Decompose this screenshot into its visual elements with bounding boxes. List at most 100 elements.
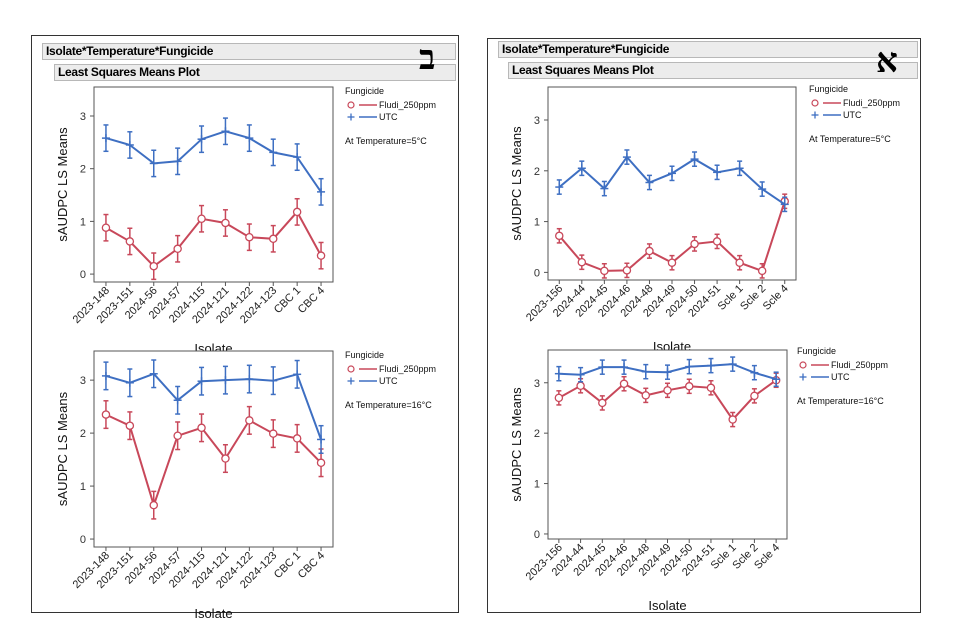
temperature-annotation: At Temperature=16°C — [345, 400, 432, 410]
y-tick-label: 0 — [80, 269, 86, 281]
data-point — [245, 416, 254, 425]
temperature-annotation: At Temperature=5°C — [809, 134, 891, 144]
temperature-annotation: At Temperature=16°C — [797, 396, 884, 406]
data-point — [667, 258, 677, 267]
y-tick-label: 3 — [80, 375, 86, 387]
legend-marker — [347, 365, 355, 373]
y-tick-label: 2 — [80, 164, 86, 176]
y-tick-label: 3 — [534, 115, 540, 127]
data-point — [101, 223, 111, 232]
x-tick-label: Scle 4 — [752, 542, 782, 572]
data-point — [757, 266, 767, 276]
panel-letter: א — [876, 41, 898, 81]
plot-frame — [93, 350, 334, 548]
legend-label: Fludi_250ppm — [843, 98, 900, 108]
data-point — [712, 237, 722, 246]
y-axis-title: sAUDPC LS Means — [509, 387, 524, 502]
data-point — [598, 398, 607, 408]
y-tick-label: 1 — [534, 217, 540, 229]
data-point — [684, 382, 694, 391]
data-point — [641, 391, 651, 400]
x-tick-label: CBC 4 — [296, 550, 327, 581]
data-point — [173, 431, 182, 441]
data-point — [292, 207, 302, 217]
data-point — [197, 423, 206, 433]
legend-label: UTC — [379, 376, 398, 386]
y-tick-label: 2 — [534, 166, 540, 178]
data-point — [577, 257, 587, 267]
temperature-annotation: At Temperature=5°C — [345, 136, 427, 146]
series-line — [105, 210, 322, 268]
data-point — [173, 244, 182, 254]
y-tick-label: 0 — [80, 534, 86, 546]
data-point — [600, 266, 609, 276]
y-tick-label: 3 — [534, 378, 540, 390]
legend-label: Fludi_250ppm — [831, 360, 888, 370]
legend-label: UTC — [843, 110, 862, 120]
data-point — [292, 434, 302, 443]
y-axis-title: sAUDPC LS Means — [55, 127, 70, 242]
y-tick-label: 1 — [80, 481, 86, 493]
x-tick-label: Scle 4 — [761, 283, 791, 313]
data-point — [149, 261, 158, 271]
data-point — [268, 234, 278, 244]
data-point — [555, 231, 564, 241]
data-point — [576, 381, 585, 391]
y-tick-label: 2 — [534, 428, 540, 440]
data-point — [245, 232, 254, 242]
panel-letter: ב — [419, 38, 436, 78]
legend-title: Fungicide — [809, 84, 848, 94]
legend-label: UTC — [831, 372, 850, 382]
plot-frame — [547, 86, 797, 281]
data-point — [101, 410, 111, 419]
y-tick-label: 0 — [534, 267, 540, 279]
panel-subtitle[interactable]: Least Squares Means Plot — [508, 62, 918, 79]
legend-title: Fungicide — [797, 346, 836, 356]
data-point — [125, 421, 135, 430]
legend-marker — [347, 101, 355, 109]
legend-title: Fungicide — [345, 86, 384, 96]
y-tick-label: 3 — [80, 111, 86, 123]
data-point — [690, 239, 699, 249]
data-point — [221, 454, 230, 463]
data-point — [316, 458, 326, 468]
y-tick-label: 2 — [80, 428, 86, 440]
y-tick-label: 0 — [534, 529, 540, 541]
chart-b-5c: 01232023-1482023-1512024-562024-572024-1… — [55, 86, 436, 356]
series-line — [105, 372, 322, 440]
chart-a-16c: 01232023-1562024-442024-452024-462024-48… — [509, 346, 888, 613]
data-point — [663, 386, 672, 395]
chart-a-5c: 01232023-1562024-442024-452024-462024-48… — [509, 84, 900, 354]
legend-marker — [799, 361, 807, 369]
data-point — [735, 258, 744, 267]
chart-b-16c: 01232023-1482023-1512024-562024-572024-1… — [55, 350, 436, 621]
panel-title[interactable]: Isolate*Temperature*Fungicide — [498, 41, 918, 58]
y-tick-label: 1 — [534, 479, 540, 491]
plot-frame — [93, 86, 334, 283]
series-line — [105, 413, 322, 509]
panel-subtitle[interactable]: Least Squares Means Plot — [54, 64, 456, 81]
data-point — [706, 383, 716, 393]
data-point — [149, 500, 158, 510]
data-point — [750, 391, 759, 401]
data-point — [622, 266, 632, 275]
y-tick-label: 1 — [80, 216, 86, 228]
panel-title[interactable]: Isolate*Temperature*Fungicide — [42, 43, 456, 60]
y-axis-title: sAUDPC LS Means — [55, 391, 70, 506]
x-axis-title: Isolate — [194, 606, 232, 621]
data-point — [125, 237, 135, 246]
x-tick-label: CBC 4 — [296, 285, 327, 316]
x-axis-title: Isolate — [648, 598, 686, 613]
plot-frame — [547, 349, 788, 540]
data-point — [728, 415, 737, 424]
data-point — [221, 218, 230, 228]
legend-title: Fungicide — [345, 350, 384, 360]
data-point — [645, 246, 654, 256]
series-line — [105, 130, 322, 193]
legend-label: UTC — [379, 112, 398, 122]
legend-label: Fludi_250ppm — [379, 100, 436, 110]
data-point — [197, 214, 206, 224]
data-point — [554, 393, 564, 403]
data-point — [619, 379, 629, 389]
